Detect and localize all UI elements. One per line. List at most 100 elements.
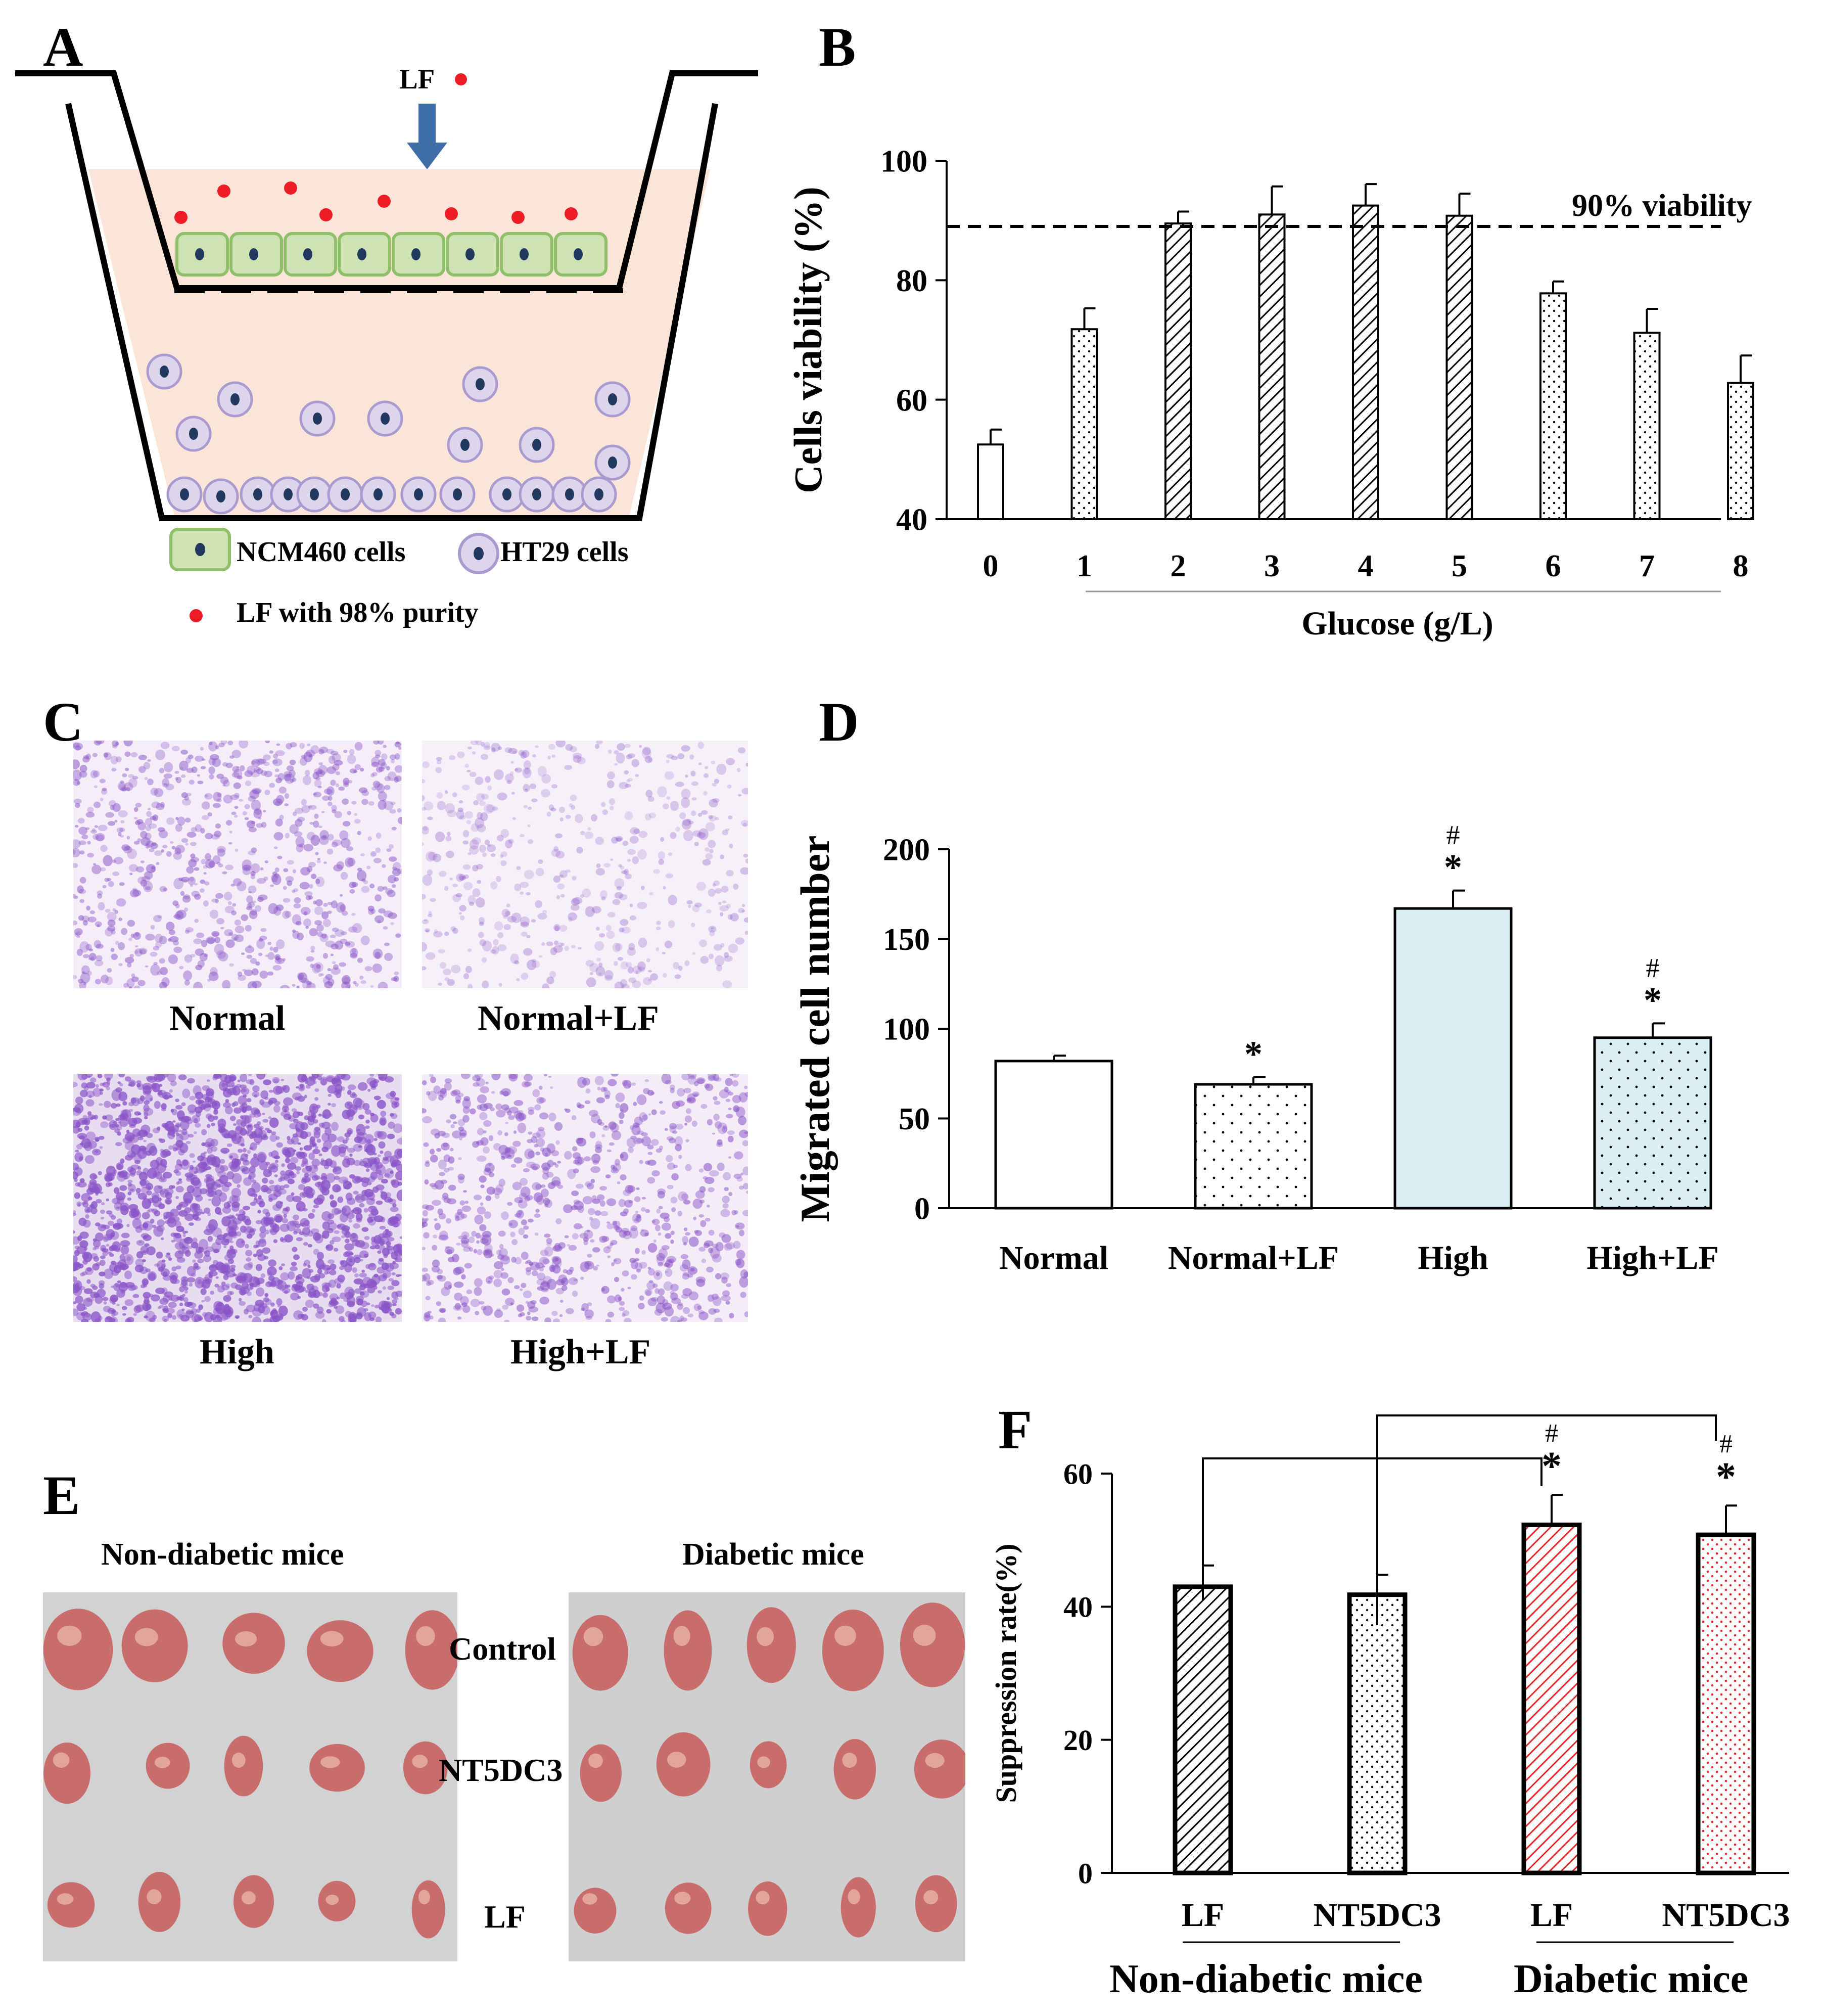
stained-cell	[524, 869, 534, 880]
stained-cell	[375, 847, 381, 853]
stained-cell	[204, 794, 208, 798]
stained-cell	[475, 897, 485, 908]
stained-cell	[154, 850, 162, 856]
stained-cell	[73, 1308, 79, 1316]
stained-cell	[366, 1302, 370, 1306]
stained-cell	[258, 1129, 267, 1140]
stained-cell	[297, 932, 304, 941]
stained-cell	[299, 1222, 305, 1226]
stained-cell	[86, 1082, 96, 1089]
stained-cell	[165, 1121, 174, 1132]
stained-cell	[304, 1094, 307, 1098]
stained-cell	[115, 941, 119, 945]
stained-cell	[462, 840, 469, 845]
stained-cell	[301, 1176, 311, 1183]
stained-cell	[656, 947, 660, 951]
stained-cell	[168, 1145, 173, 1150]
stained-cell	[705, 766, 709, 769]
stained-cell	[647, 796, 655, 802]
stained-cell	[194, 919, 199, 923]
stained-cell	[706, 909, 712, 914]
stained-cell	[391, 759, 395, 764]
stained-cell	[422, 894, 426, 900]
stained-cell	[508, 748, 518, 754]
stained-cell	[301, 1075, 308, 1082]
stained-cell	[471, 823, 479, 832]
stained-cell	[194, 893, 201, 900]
stained-cell	[130, 933, 135, 938]
ncm460-cell-layer	[175, 232, 607, 277]
stained-cell	[686, 900, 693, 905]
stained-cell	[237, 1149, 243, 1153]
stained-cell	[521, 931, 528, 937]
stained-cell	[78, 840, 86, 846]
stained-cell	[87, 917, 97, 923]
stained-cell	[386, 1297, 390, 1300]
stained-cell	[254, 808, 262, 815]
stained-cell	[376, 832, 382, 839]
stained-cell	[363, 1132, 367, 1135]
nucleus	[303, 248, 312, 260]
stained-cell	[232, 1218, 242, 1225]
stained-cell	[104, 1268, 114, 1279]
stained-cell	[95, 833, 105, 841]
stained-cell	[236, 1316, 239, 1319]
stained-cell	[469, 845, 479, 855]
stained-cell	[115, 756, 122, 763]
stained-cell	[162, 1308, 166, 1311]
stained-cell	[298, 1083, 305, 1092]
stained-cell	[516, 866, 521, 870]
stained-cell	[129, 873, 133, 876]
stained-cell	[93, 1256, 100, 1262]
stained-cell	[612, 899, 621, 905]
stained-cell	[244, 770, 253, 777]
stained-cell	[326, 749, 335, 754]
stained-cell	[92, 1087, 102, 1097]
stained-cell	[286, 743, 293, 750]
stained-cell	[620, 979, 627, 987]
stained-cell	[716, 965, 723, 972]
stained-cell	[673, 961, 680, 970]
stained-cell	[314, 1126, 321, 1132]
stained-cell	[620, 961, 628, 970]
stained-cell	[90, 1207, 98, 1214]
stained-cell	[374, 1305, 380, 1309]
stained-cell	[202, 1094, 209, 1100]
stained-cell	[188, 754, 194, 759]
stained-cell	[555, 741, 566, 748]
stained-cell	[124, 1254, 134, 1265]
stained-cell	[742, 822, 747, 827]
stained-cell	[391, 1291, 399, 1299]
stained-cell	[239, 1135, 243, 1139]
stained-cell	[194, 1131, 197, 1134]
panel-a-letter: A	[43, 16, 83, 78]
stained-cell	[475, 741, 482, 746]
stained-cell	[131, 973, 135, 978]
stained-cell	[184, 1302, 192, 1307]
stained-cell	[245, 1244, 249, 1249]
stained-cell	[476, 864, 483, 869]
stained-cell	[607, 771, 615, 780]
stained-cell	[357, 1137, 367, 1144]
stained-cell	[383, 1157, 389, 1161]
stained-cell	[656, 921, 661, 925]
stained-cell	[250, 771, 260, 777]
stained-cell	[314, 1146, 318, 1150]
stained-cell	[190, 842, 197, 846]
stained-cell	[553, 875, 561, 883]
stained-cell	[726, 870, 734, 877]
stained-cell	[727, 784, 732, 789]
stained-cell	[100, 1225, 104, 1228]
stained-cell	[378, 1141, 386, 1149]
stained-cell	[359, 1272, 367, 1278]
stained-cell	[299, 882, 310, 890]
stained-cell	[351, 912, 356, 916]
stained-cell	[321, 933, 327, 939]
stained-cell	[321, 1282, 330, 1289]
stained-cell	[145, 934, 155, 941]
stained-cell	[216, 861, 221, 865]
micrograph-normal-lf	[422, 741, 748, 988]
stained-cell	[374, 915, 384, 924]
stained-cell	[230, 1225, 239, 1231]
stained-cell	[738, 907, 744, 913]
